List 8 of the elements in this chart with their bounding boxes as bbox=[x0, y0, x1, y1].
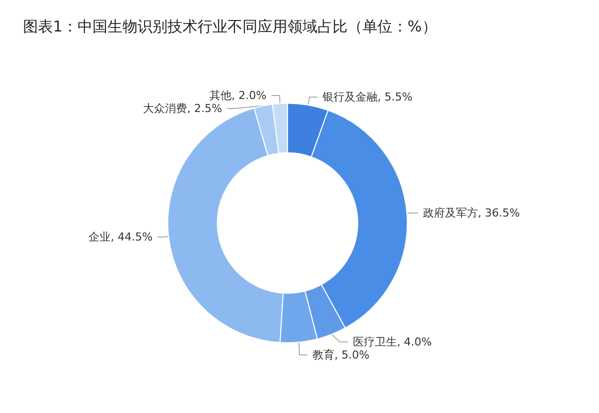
slice-label: 大众消费, 2.5% bbox=[143, 102, 222, 115]
slice-label: 银行及金融, 5.5% bbox=[321, 90, 412, 104]
slice-label: 教育, 5.0% bbox=[312, 348, 370, 362]
slice-label: 医疗卫生, 4.0% bbox=[352, 335, 432, 348]
chart-title: 图表1：中国生物识别技术行业不同应用领域占比（单位：%） bbox=[23, 18, 437, 36]
slice-label: 企业, 44.5% bbox=[88, 230, 153, 244]
slice-label: 政府及军方, 36.5% bbox=[422, 206, 520, 220]
slice-label: 其他, 2.0% bbox=[210, 89, 266, 102]
